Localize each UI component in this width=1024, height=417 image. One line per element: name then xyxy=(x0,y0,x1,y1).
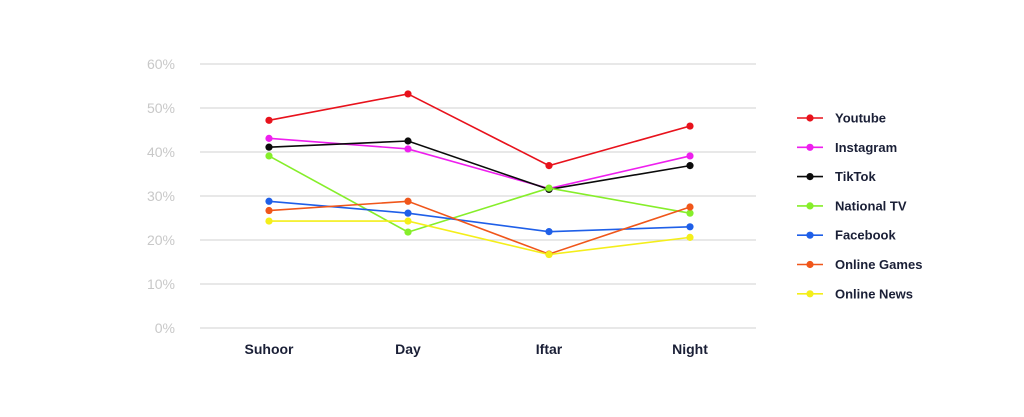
series-lines xyxy=(268,93,691,256)
data-point xyxy=(545,250,553,259)
legend-label: Instagram xyxy=(835,140,897,155)
y-tick-label: 20% xyxy=(147,232,175,248)
data-point xyxy=(404,90,412,98)
legend-swatch-marker xyxy=(806,202,814,210)
data-point xyxy=(686,233,694,241)
data-point xyxy=(686,203,694,211)
series-points xyxy=(265,90,694,259)
legend-swatch-marker xyxy=(806,114,814,122)
series-line xyxy=(268,140,691,191)
series-line xyxy=(268,93,691,167)
legend-swatch-marker xyxy=(806,143,814,151)
legend-swatch-marker xyxy=(806,290,814,298)
legend: Youtube Instagram TikTok National TV Faceboo… xyxy=(797,111,922,301)
y-tick-label: 40% xyxy=(147,144,175,160)
data-point xyxy=(545,228,553,236)
y-axis-ticks: 0% 10% 20% 30% 40% 50% 60% xyxy=(147,56,175,336)
series-line xyxy=(268,200,691,255)
y-tick-label: 10% xyxy=(147,276,175,292)
data-point xyxy=(686,122,694,130)
data-point xyxy=(545,184,553,192)
data-point xyxy=(265,134,273,142)
x-axis-ticks: Suhoor Day Iftar Night xyxy=(245,341,709,357)
x-tick-label: Suhoor xyxy=(245,341,295,357)
legend-label: TikTok xyxy=(835,169,876,184)
x-tick-label: Night xyxy=(672,341,708,357)
x-tick-label: Day xyxy=(395,341,421,357)
legend-swatch-marker xyxy=(806,173,814,181)
legend-swatch-marker xyxy=(806,231,814,239)
legend-label: Online Games xyxy=(835,257,922,272)
legend-swatch-marker xyxy=(806,260,814,269)
series-line xyxy=(269,220,691,256)
data-point xyxy=(265,206,273,215)
grid-lines xyxy=(200,63,756,329)
y-tick-label: 50% xyxy=(147,100,175,116)
legend-label: Online News xyxy=(835,286,913,301)
data-point xyxy=(404,197,412,205)
series-line xyxy=(268,155,691,233)
data-point xyxy=(545,162,553,170)
series-line xyxy=(268,137,691,190)
data-point xyxy=(686,152,694,160)
y-tick-label: 60% xyxy=(147,56,175,72)
data-point xyxy=(686,223,694,231)
data-point xyxy=(265,152,273,160)
data-point xyxy=(265,217,273,225)
data-point xyxy=(404,228,412,236)
data-point xyxy=(404,209,412,217)
data-point xyxy=(404,137,412,145)
data-point xyxy=(686,209,694,217)
data-point xyxy=(404,145,412,153)
data-point xyxy=(404,217,412,225)
y-tick-label: 30% xyxy=(147,188,175,204)
data-point xyxy=(265,197,273,205)
legend-label: National TV xyxy=(835,198,907,213)
legend-label: Facebook xyxy=(835,228,896,243)
legend-label: Youtube xyxy=(835,111,886,126)
data-point xyxy=(265,143,273,151)
data-point xyxy=(265,116,273,124)
data-point xyxy=(686,162,694,170)
series-line xyxy=(268,200,691,233)
y-tick-label: 0% xyxy=(155,320,175,336)
x-tick-label: Iftar xyxy=(536,341,563,357)
